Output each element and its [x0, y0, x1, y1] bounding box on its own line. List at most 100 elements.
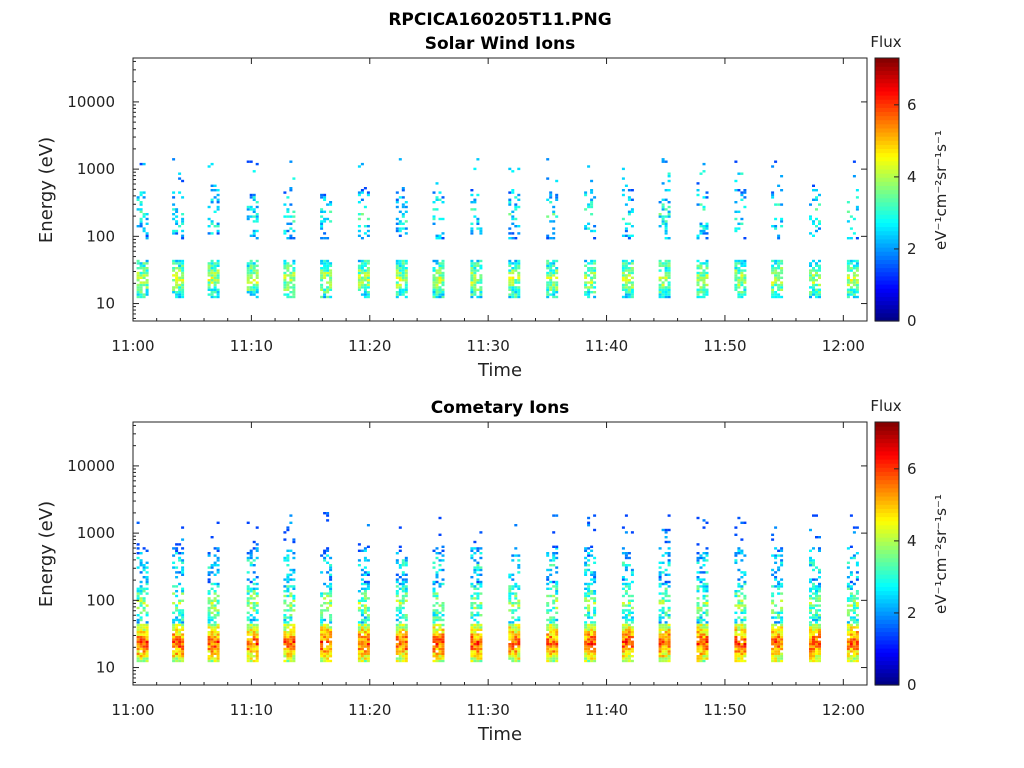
flux-cell [696, 587, 700, 590]
flux-cell [514, 609, 518, 612]
flux-cell [172, 279, 176, 282]
flux-cell [139, 655, 143, 658]
flux-cell [593, 602, 597, 605]
flux-cell [175, 645, 179, 648]
flux-cell [661, 597, 665, 600]
flux-cell [142, 606, 146, 610]
colorbar-segment [875, 467, 899, 472]
flux-cell [441, 274, 445, 277]
flux-cell [846, 585, 850, 588]
flux-cell [584, 652, 588, 655]
flux-cell [363, 271, 367, 275]
colorbar-segment [875, 635, 899, 641]
flux-cell [323, 652, 327, 655]
flux-cell [771, 538, 775, 541]
flux-cell [366, 606, 370, 610]
colorbar-segment [875, 541, 899, 546]
flux-cell [737, 647, 741, 651]
flux-cell [627, 602, 631, 605]
flux-cell [658, 631, 662, 634]
flux-cell [621, 286, 625, 289]
flux-cell [740, 172, 744, 175]
flux-cell [780, 631, 784, 634]
flux-cell [584, 293, 588, 296]
flux-cell [289, 655, 293, 658]
flux-cell [846, 633, 850, 636]
flux-cell [587, 516, 591, 520]
flux-cell [667, 635, 671, 639]
flux-cell [398, 582, 402, 586]
flux-cell [849, 635, 853, 639]
flux-cell [818, 643, 821, 646]
flux-cell [780, 295, 784, 299]
flux-cell [470, 232, 474, 235]
flux-cell [476, 592, 480, 595]
flux-cell [514, 647, 518, 651]
flux-cell [136, 635, 140, 639]
flux-cell [664, 635, 668, 639]
flux-cell [283, 621, 287, 624]
flux-cell [705, 227, 709, 230]
flux-cell [774, 576, 778, 579]
flux-cell [590, 291, 594, 294]
flux-cell [705, 293, 709, 296]
flux-cell [363, 618, 367, 622]
flux-cell [587, 631, 591, 634]
flux-cell [552, 293, 556, 296]
flux-cell [590, 631, 594, 634]
flux-cell [435, 283, 439, 287]
flux-cell [473, 167, 477, 171]
flux-cell [812, 643, 815, 646]
flux-cell [624, 616, 628, 619]
flux-cell [178, 295, 182, 299]
flux-cell [366, 259, 370, 263]
flux-cell [213, 547, 217, 550]
flux-cell [696, 271, 700, 275]
flux-cell [699, 643, 703, 646]
flux-cell [664, 623, 668, 627]
flux-cell [546, 640, 550, 643]
flux-cell [401, 259, 405, 263]
flux-cell [252, 264, 256, 267]
flux-cell [366, 638, 370, 641]
flux-cell [846, 611, 850, 614]
flux-cell [743, 274, 747, 277]
flux-cell [593, 580, 597, 584]
flux-cell [780, 623, 784, 627]
flux-cell [549, 274, 553, 277]
flux-cell [658, 276, 662, 279]
flux-cell [363, 286, 367, 289]
flux-cell [181, 283, 185, 287]
flux-cell [777, 288, 781, 291]
flux-cell [818, 568, 821, 572]
y-tick-label: 10000 [67, 93, 115, 111]
flux-cell [593, 626, 597, 629]
flux-cell [627, 213, 631, 216]
flux-cell [699, 655, 703, 658]
flux-cell [699, 647, 703, 651]
flux-cell [546, 234, 550, 237]
flux-cell [546, 657, 550, 660]
flux-cell [366, 545, 370, 548]
flux-cell [705, 652, 709, 655]
colorbar-segment [875, 549, 899, 555]
flux-cell [479, 274, 483, 277]
flux-cell [508, 594, 512, 598]
flux-cell [590, 621, 594, 624]
flux-cell [292, 269, 296, 272]
flux-cell [360, 609, 364, 612]
flux-cell [812, 222, 815, 225]
flux-cell [292, 286, 296, 289]
flux-cell [855, 286, 859, 289]
flux-cell [366, 286, 370, 289]
flux-cell [404, 286, 408, 289]
flux-cell [249, 193, 253, 197]
flux-cell [624, 556, 628, 560]
flux-cell [286, 210, 290, 213]
flux-cell [852, 295, 856, 299]
flux-cell [517, 631, 521, 634]
flux-cell [181, 276, 185, 279]
flux-cell [216, 276, 220, 279]
flux-cell [441, 631, 445, 634]
flux-cell [142, 650, 146, 653]
